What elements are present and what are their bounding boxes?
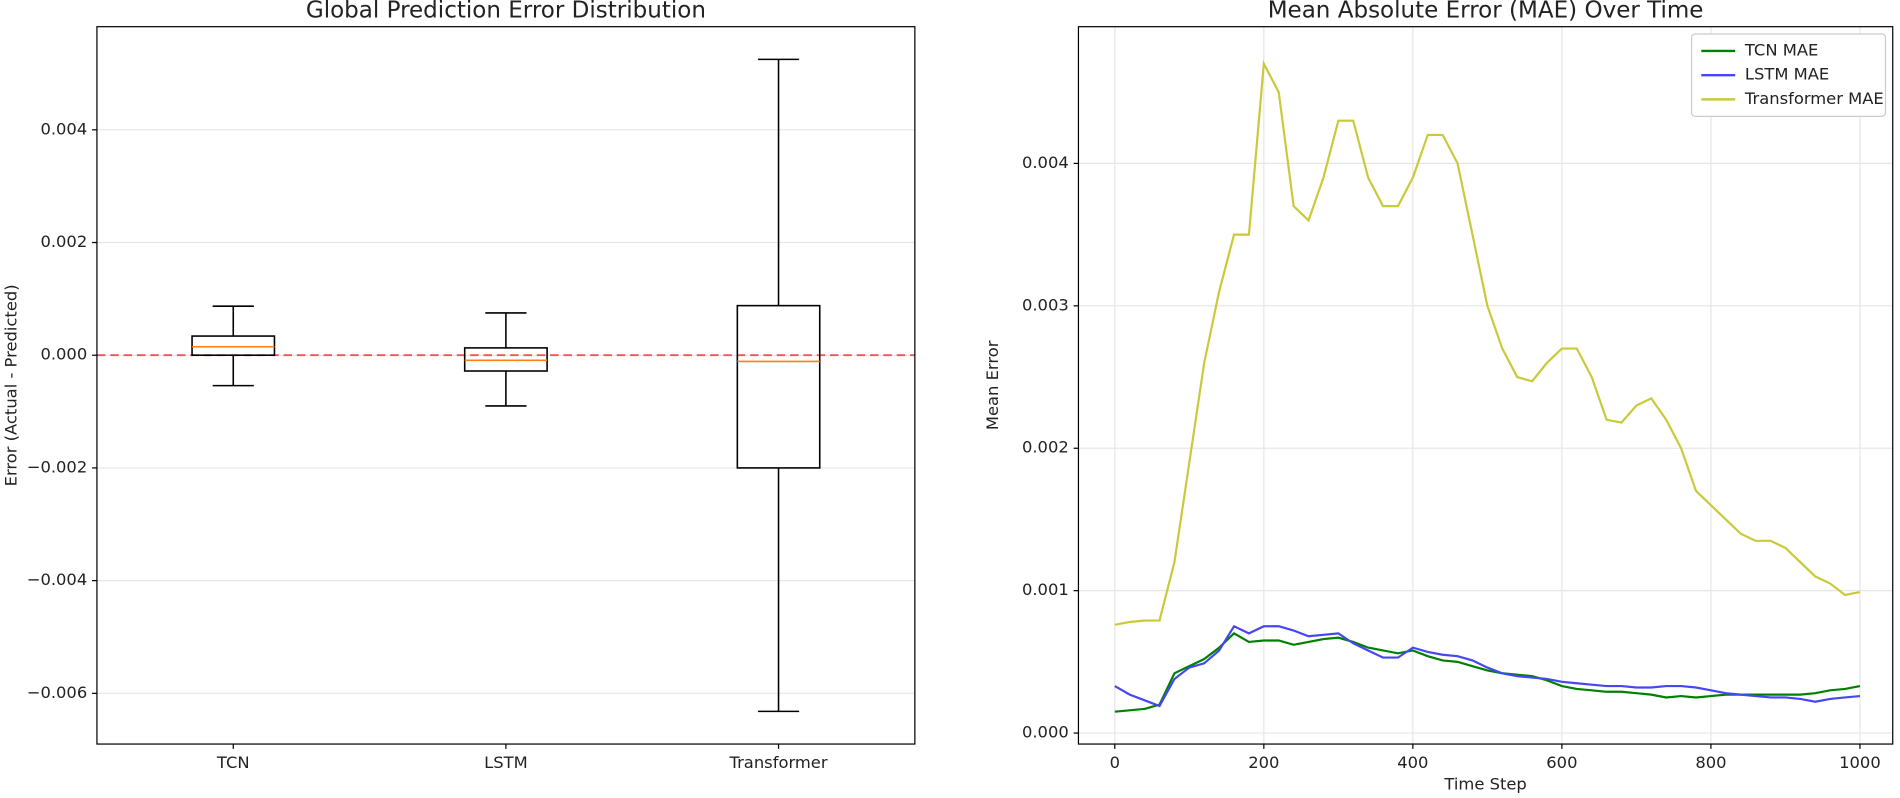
axes-frame — [1077, 26, 1894, 745]
x-tick-label: 600 — [1546, 753, 1577, 772]
line-series — [1114, 624, 1861, 708]
line-series — [1114, 632, 1861, 713]
chart-title: Global Prediction Error Distribution — [306, 0, 706, 23]
legend-frame — [1690, 33, 1887, 117]
y-tick-label: −0.006 — [27, 683, 87, 702]
y-tick-label: 0.002 — [40, 232, 87, 251]
y-tick-label: −0.002 — [27, 457, 87, 476]
x-tick-label: Transformer — [729, 753, 828, 772]
x-tick-label: 1000 — [1839, 753, 1881, 772]
x-tick-label: 800 — [1695, 753, 1726, 772]
box — [191, 335, 276, 357]
legend-label: LSTM MAE — [1745, 65, 1829, 84]
y-tick-label: 0.003 — [1022, 295, 1069, 314]
x-axis-label: Time Step — [1443, 775, 1526, 794]
chart-title: Mean Absolute Error (MAE) Over Time — [1268, 0, 1704, 23]
x-tick-label: 200 — [1248, 753, 1279, 772]
x-tick-label: TCN — [216, 753, 250, 772]
y-axis-label: Mean Error — [983, 340, 1002, 430]
y-tick-label: 0.000 — [1022, 723, 1069, 742]
legend-label: TCN MAE — [1744, 40, 1818, 59]
y-tick-label: 0.004 — [1022, 153, 1069, 172]
x-tick-label: 400 — [1397, 753, 1428, 772]
y-tick-label: 0.001 — [1022, 580, 1069, 599]
box — [736, 304, 821, 469]
y-tick-label: −0.004 — [27, 570, 87, 589]
y-tick-label: 0.002 — [1022, 438, 1069, 457]
legend-label: Transformer MAE — [1744, 89, 1884, 108]
line-series — [1114, 59, 1861, 626]
x-tick-label: 0 — [1110, 753, 1120, 772]
y-axis-label: Error (Actual - Predicted) — [2, 284, 21, 486]
x-tick-label: LSTM — [484, 753, 528, 772]
box — [463, 347, 548, 372]
y-tick-label: 0.000 — [40, 345, 87, 364]
axes-frame — [96, 26, 916, 745]
y-tick-label: 0.004 — [40, 119, 87, 138]
